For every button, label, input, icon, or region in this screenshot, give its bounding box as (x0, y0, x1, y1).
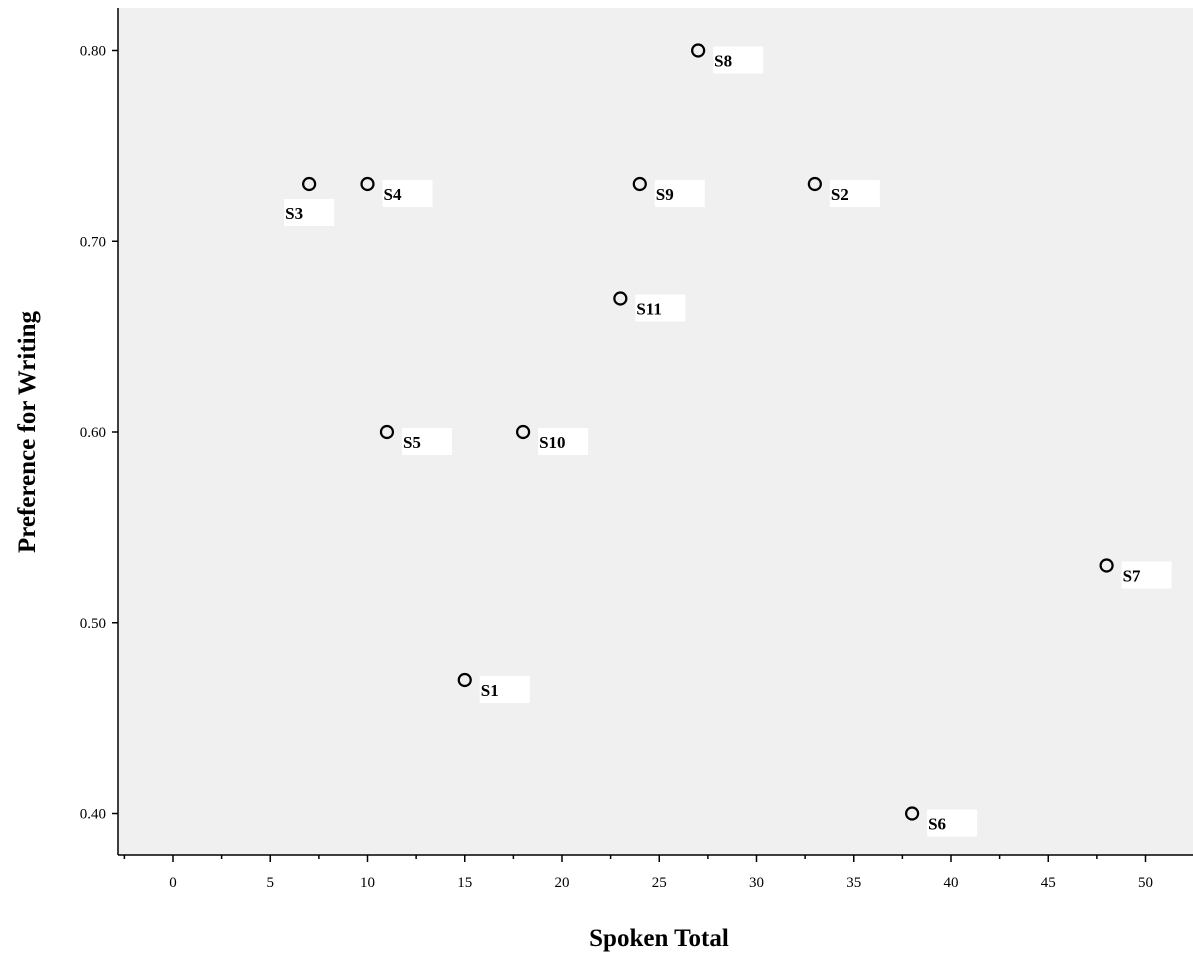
point-label-box (713, 46, 764, 74)
point-group: S3 (284, 176, 335, 227)
y-tick-label: 0.60 (80, 425, 106, 441)
y-axis-title: Preference for Writing (14, 310, 41, 553)
x-tick-label: 10 (360, 875, 375, 891)
point-group: S9 (632, 176, 705, 208)
data-point-s5 (379, 424, 395, 440)
x-tick-label: 0 (169, 875, 177, 891)
y-tick-label: 0.70 (80, 234, 106, 250)
point-group: S11 (613, 291, 686, 322)
y-axis-ticks: 0.40 0.50 0.60 0.70 0.80 (80, 44, 118, 823)
plot-area (118, 8, 1193, 855)
data-point-s3 (302, 176, 317, 192)
x-tick-label: 40 (944, 875, 959, 891)
point-label-s1: S1 (481, 681, 499, 700)
point-label-s10: S10 (539, 433, 565, 452)
x-tick-label: 45 (1041, 875, 1056, 891)
data-point-s10 (515, 424, 531, 440)
point-label-s9: S9 (656, 185, 674, 204)
data-point-s1 (457, 672, 472, 688)
data-point-s8 (691, 43, 706, 58)
point-label-box (479, 675, 530, 703)
point-group: S10 (515, 424, 589, 455)
point-label-box (382, 180, 433, 208)
point-label-s2: S2 (831, 185, 849, 204)
data-point-s2 (807, 176, 822, 192)
point-label-s8: S8 (714, 52, 732, 71)
data-points: S1 S2 S3 S4 S5 S6 S7 S8 S9 S10 S11 (284, 43, 1172, 837)
point-group: S8 (691, 43, 764, 74)
point-label-box (284, 199, 335, 227)
point-label-s5: S5 (403, 433, 421, 452)
point-label-box (401, 428, 452, 455)
point-group: S4 (360, 176, 433, 208)
point-label-s6: S6 (928, 815, 946, 834)
x-tick-label: 30 (749, 875, 764, 891)
y-tick-label: 0.80 (80, 44, 106, 60)
data-point-s11 (613, 291, 628, 306)
point-label-box (1121, 561, 1172, 589)
data-point-s7 (1099, 558, 1114, 573)
x-tick-label: 15 (457, 875, 472, 891)
point-label-s3: S3 (285, 204, 303, 223)
data-point-s4 (360, 176, 375, 192)
point-label-box (927, 809, 978, 837)
point-group: S2 (807, 176, 880, 208)
point-label-box (654, 180, 705, 208)
point-label-s11: S11 (636, 299, 662, 318)
point-group: S1 (457, 672, 530, 703)
x-tick-label: 5 (267, 875, 275, 891)
x-tick-label: 25 (652, 875, 667, 891)
y-tick-label: 0.50 (80, 616, 106, 632)
x-tick-label: 20 (555, 875, 570, 891)
data-point-s6 (904, 806, 920, 821)
point-label-s4: S4 (384, 185, 402, 204)
x-axis-title: Spoken Total (589, 925, 729, 952)
x-tick-label: 50 (1138, 875, 1153, 891)
data-point-s9 (632, 176, 647, 192)
point-group: S5 (379, 424, 452, 455)
point-label-box (829, 180, 880, 208)
point-group: S6 (904, 806, 978, 837)
point-label-s7: S7 (1123, 567, 1141, 586)
x-axis-ticks: 0 5 10 15 20 25 30 35 40 45 50 (123, 855, 1153, 891)
y-tick-label: 0.40 (80, 807, 106, 823)
point-group: S7 (1099, 558, 1172, 589)
point-label-box (538, 428, 589, 455)
point-label-box (635, 294, 686, 322)
x-tick-label: 35 (846, 875, 861, 891)
